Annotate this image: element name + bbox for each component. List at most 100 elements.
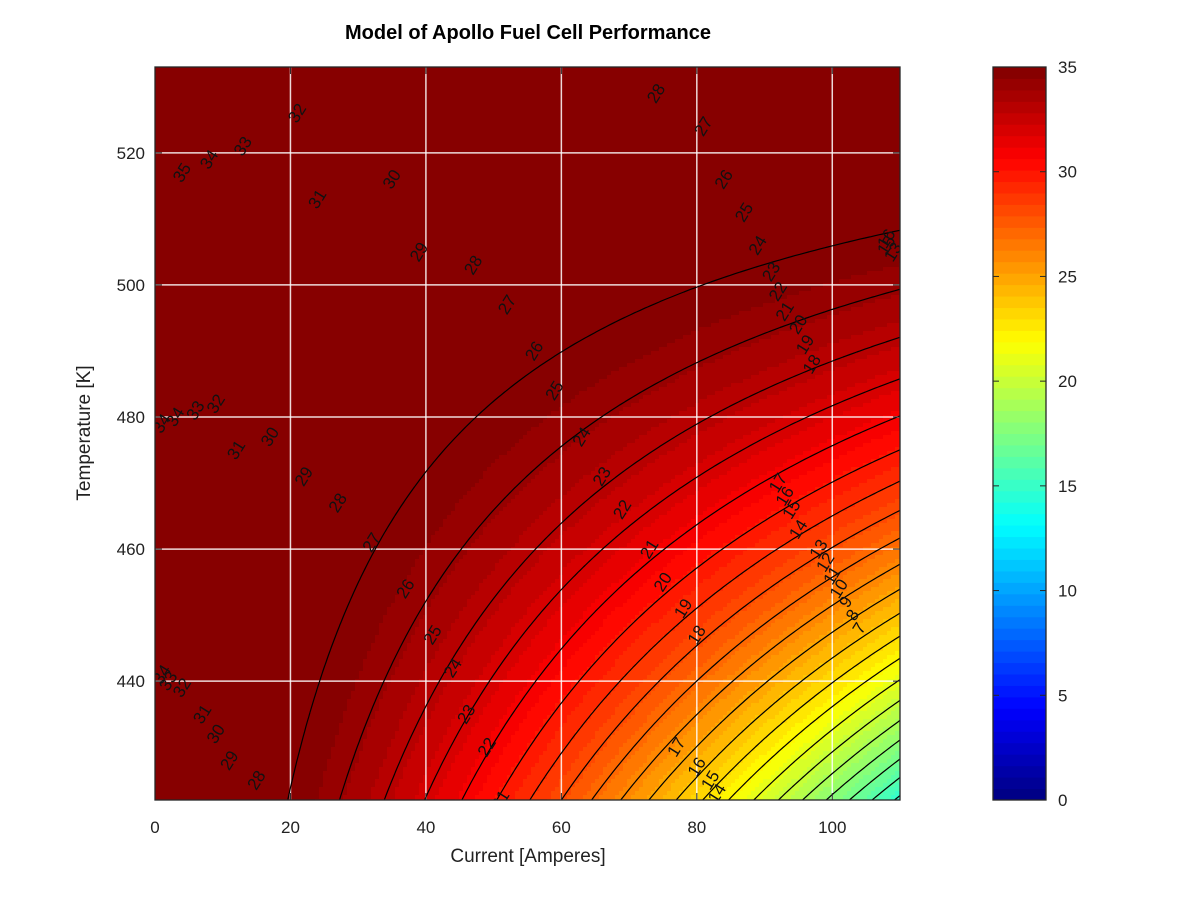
heatmap-cell [471,143,476,148]
heatmap-cell [683,67,688,72]
heatmap-cell [163,119,168,124]
heatmap-cell [627,107,632,112]
heatmap-cell [791,111,796,116]
heatmap-cell [807,159,812,164]
heatmap-cell [319,131,324,136]
heatmap-cell [699,143,704,148]
heatmap-cell [223,143,228,148]
heatmap-cell [755,147,760,152]
heatmap-cell [411,127,416,132]
heatmap-cell [495,83,500,88]
heatmap-cell [599,95,604,100]
heatmap-cell [247,95,252,100]
heatmap-cell [179,67,184,72]
heatmap-cell [563,155,568,160]
heatmap-cell [775,131,780,136]
heatmap-cell [603,155,608,160]
heatmap-cell [779,87,784,92]
heatmap-cell [439,103,444,108]
heatmap-cell [199,95,204,100]
heatmap-cell [871,143,876,148]
heatmap-cell [631,111,636,116]
heatmap-cell [711,71,716,76]
heatmap-cell [591,83,596,88]
heatmap-cell [631,95,636,100]
heatmap-cell [243,111,248,116]
heatmap-cell [319,103,324,108]
heatmap-cell [847,83,852,88]
heatmap-cell [591,155,596,160]
heatmap-cell [623,79,628,84]
heatmap-cell [255,83,260,88]
heatmap-cell [391,147,396,152]
heatmap-cell [859,91,864,96]
heatmap-cell [867,143,872,148]
heatmap-cell [427,115,432,120]
heatmap-cell [391,123,396,128]
heatmap-cell [263,119,268,124]
heatmap-cell [719,95,724,100]
heatmap-cell [707,147,712,152]
heatmap-cell [883,75,888,80]
heatmap-cell [335,87,340,92]
heatmap-cell [323,155,328,160]
heatmap-cell [587,159,592,164]
heatmap-cell [595,67,600,72]
heatmap-cell [523,79,528,84]
heatmap-cell [543,83,548,88]
heatmap-cell [243,87,248,92]
heatmap-cell [391,103,396,108]
heatmap-cell [379,103,384,108]
heatmap-cell [727,131,732,136]
heatmap-cell [887,103,892,108]
heatmap-cell [411,135,416,140]
heatmap-cell [191,79,196,84]
heatmap-cell [167,139,172,144]
heatmap-cell [715,135,720,140]
heatmap-cell [163,139,168,144]
heatmap-cell [863,143,868,148]
heatmap-cell [171,111,176,116]
heatmap-cell [367,83,372,88]
heatmap-cell [363,111,368,116]
heatmap-cell [535,71,540,76]
heatmap-cell [755,135,760,140]
heatmap-cell [239,67,244,72]
heatmap-cell [415,131,420,136]
heatmap-cell [683,95,688,100]
heatmap-cell [163,155,168,160]
heatmap-cell [567,143,572,148]
heatmap-cell [827,135,832,140]
heatmap-cell [675,95,680,100]
heatmap-cell [735,131,740,136]
heatmap-cell [511,71,516,76]
heatmap-cell [251,95,256,100]
heatmap-cell [719,135,724,140]
heatmap-cell [891,147,896,152]
heatmap-cell [519,159,524,164]
heatmap-cell [319,127,324,132]
heatmap-cell [439,159,444,164]
heatmap-cell [471,135,476,140]
heatmap-cell [827,143,832,148]
heatmap-cell [863,103,868,108]
heatmap-cell [663,71,668,76]
heatmap-cell [783,83,788,88]
heatmap-cell [639,111,644,116]
heatmap-cell [475,143,480,148]
heatmap-cell [407,143,412,148]
heatmap-cell [703,95,708,100]
heatmap-cell [575,75,580,80]
heatmap-cell [791,159,796,164]
heatmap-cell [155,147,160,152]
heatmap-cell [307,71,312,76]
heatmap-cell [683,83,688,88]
heatmap-cell [635,123,640,128]
heatmap-cell [783,111,788,116]
heatmap-cell [195,71,200,76]
heatmap-cell [647,75,652,80]
heatmap-cell [647,143,652,148]
heatmap-cell [543,87,548,92]
heatmap-cell [651,71,656,76]
heatmap-cell [671,123,676,128]
